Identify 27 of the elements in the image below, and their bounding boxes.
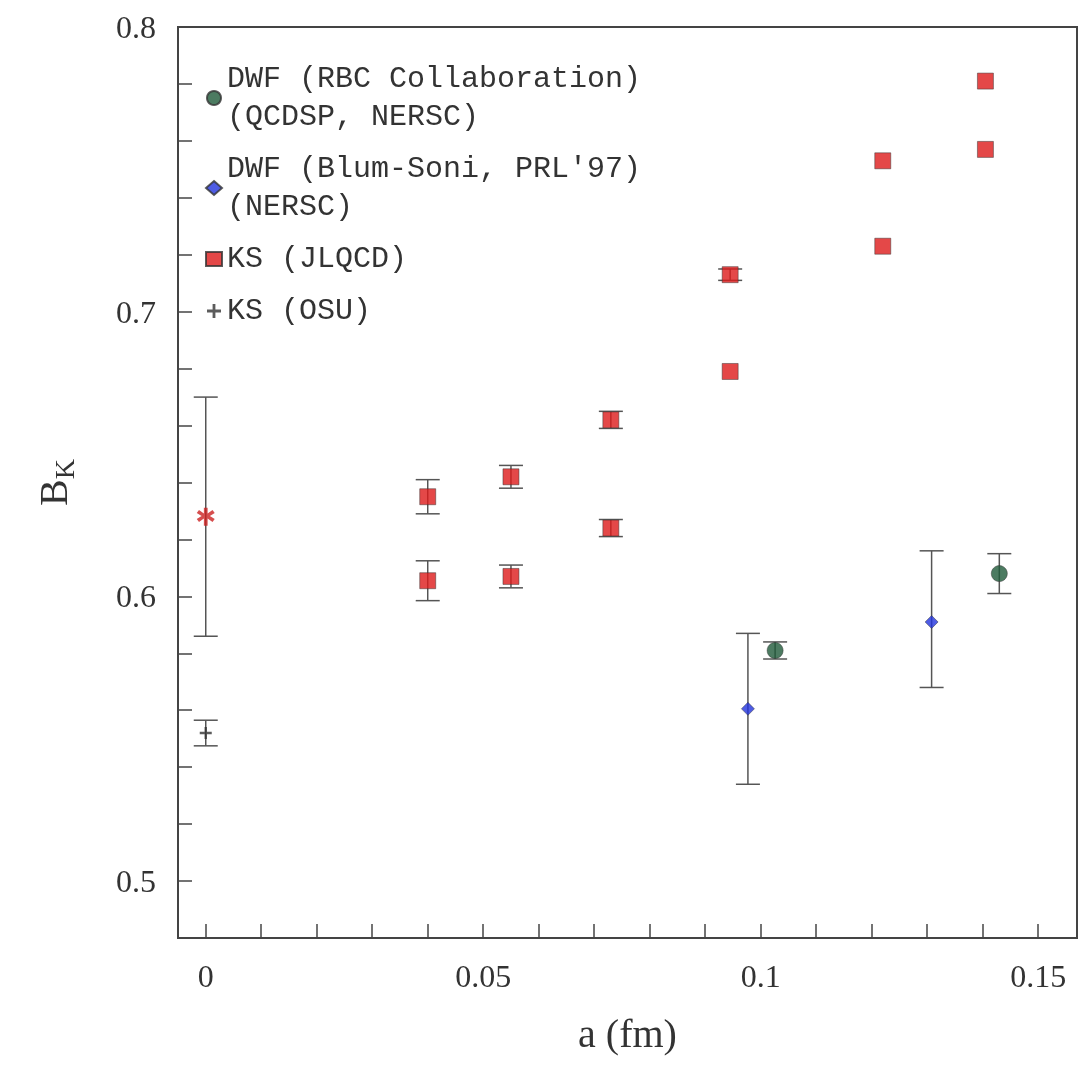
point (991, 565, 1008, 582)
x-tick-label: 0.1 (740, 958, 781, 994)
point (977, 72, 994, 90)
point (741, 702, 755, 716)
x-tick-label: 0 (197, 958, 214, 994)
point (721, 363, 739, 380)
legend-label: DWF (Blum-Soni, PRL'97) (NERSC) (227, 152, 642, 224)
x-tick-label: 0.05 (455, 958, 512, 994)
point (419, 488, 437, 506)
x-tick-label: 0.15 (1010, 958, 1067, 994)
point (419, 572, 437, 590)
x-axis-title: a (fm) (578, 1010, 677, 1056)
legend-label: KS (JLQCD) (227, 242, 408, 276)
y-tick-label: 0.6 (116, 578, 156, 615)
point (977, 141, 994, 158)
point (874, 152, 892, 170)
y-tick-label: 0.7 (116, 293, 156, 330)
legend-label: KS (OSU) (227, 294, 372, 328)
point (924, 615, 939, 629)
point (721, 266, 739, 283)
y-tick-label: 0.8 (116, 9, 156, 45)
y-axis-title: BK (30, 459, 80, 506)
point (766, 642, 784, 659)
legend-label: DWF (RBC Collaboration) (QCDSP, NERSC) (227, 62, 642, 134)
point (874, 237, 892, 255)
point (196, 507, 215, 526)
y-tick-label: 0.5 (116, 863, 156, 900)
